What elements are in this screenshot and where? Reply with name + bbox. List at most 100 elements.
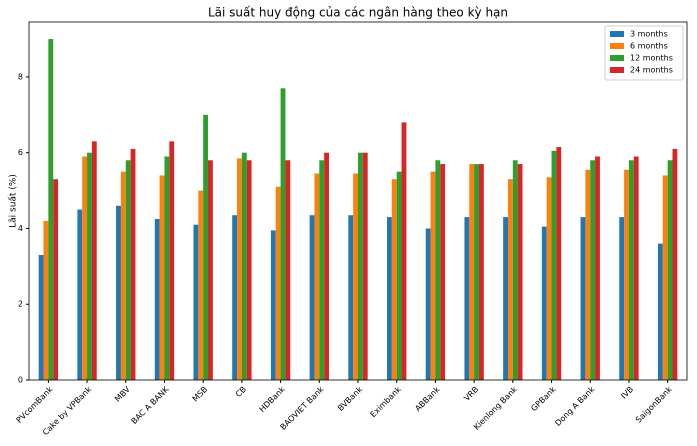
legend-box [604,25,684,81]
bar [38,254,44,380]
plot-frame [28,21,688,381]
bar [430,171,436,380]
y-tick-label: 0 [18,376,23,385]
bar [280,88,286,380]
bar [401,122,407,380]
bar [193,224,199,380]
bar [396,171,402,380]
bar [87,152,92,380]
legend-label: 24 months [630,66,673,75]
bar [241,152,247,380]
bar [48,39,54,381]
chart-title: Lãi suất huy động của các ngân hàng theo… [208,6,508,20]
x-tick-label: BVBank [336,385,364,413]
legend-label: 6 months [630,42,668,51]
bar [425,228,431,380]
bar [208,160,213,380]
bar [77,209,83,380]
bar [503,217,508,380]
bar [91,141,97,380]
y-axis-label: Lãi suất (%) [8,174,19,228]
bar [154,218,160,380]
bar [478,164,484,380]
bar [116,205,121,380]
x-tick-label: IVB [619,385,635,401]
bar [387,217,392,380]
legend-label: 3 months [630,30,668,39]
bar [324,152,329,380]
y-tick-label: 8 [18,72,23,81]
legend-swatch [610,55,624,61]
bar [169,141,175,380]
x-tick-label: HDBank [258,385,287,414]
bar [309,215,315,380]
bar [551,150,557,380]
bar [319,160,325,380]
bar [541,226,547,380]
x-tick-label: CB [234,385,248,399]
bar [125,160,131,380]
bar [440,164,446,380]
bar [391,179,397,380]
bar [435,160,441,380]
bar [662,175,668,380]
legend-swatch [610,43,624,49]
bar [474,164,479,380]
bar [507,179,513,380]
bar [314,173,320,380]
bar [130,148,136,380]
bar [633,156,639,380]
y-tick-label: 6 [18,148,23,157]
bar [358,152,363,380]
y-tick-label: 2 [18,300,23,309]
bar [120,171,126,380]
bar [353,173,358,380]
bar [362,152,368,380]
bar [203,114,209,380]
x-tick-label: PVcomBank [15,385,55,425]
legend: 3 months 6 months 12 months 24 months [604,25,684,81]
bar [667,160,673,380]
x-tick-label: ABBank [413,385,442,414]
bar [672,148,678,380]
bar [164,156,170,380]
bar [657,243,663,380]
bar [232,215,238,380]
bar [270,230,276,380]
bar [546,177,552,380]
x-tick-label: Dong A Bank [553,385,596,428]
bar [624,169,629,380]
bar [464,217,470,380]
x-tick-label: MBV [113,384,132,403]
bar [517,164,523,380]
x-tick-label: SaigonBank [634,385,674,425]
legend-swatch [610,31,624,37]
bar [628,160,634,380]
bar [53,179,59,380]
x-tick-label: Eximbank [369,385,404,420]
bar [246,160,252,380]
bar [580,217,586,380]
bar [275,186,281,380]
x-tick-label: GPBank [529,385,558,414]
bar [285,160,291,380]
bar [237,158,242,380]
bar [585,169,591,380]
bar [348,215,354,380]
bar [595,156,600,380]
x-tick-label: BAC A BANK [130,384,172,426]
x-tick-label: VRB [462,385,480,403]
x-tick-label: MSB [191,385,210,404]
bar [590,160,596,380]
bar [512,160,518,380]
bar [619,217,625,380]
bar [82,156,88,380]
bar [159,175,165,380]
legend-label: 12 months [630,54,673,63]
bar [556,147,562,380]
bar [469,164,475,380]
bar [198,190,204,380]
y-tick-label: 4 [18,224,23,233]
bar [43,220,49,380]
